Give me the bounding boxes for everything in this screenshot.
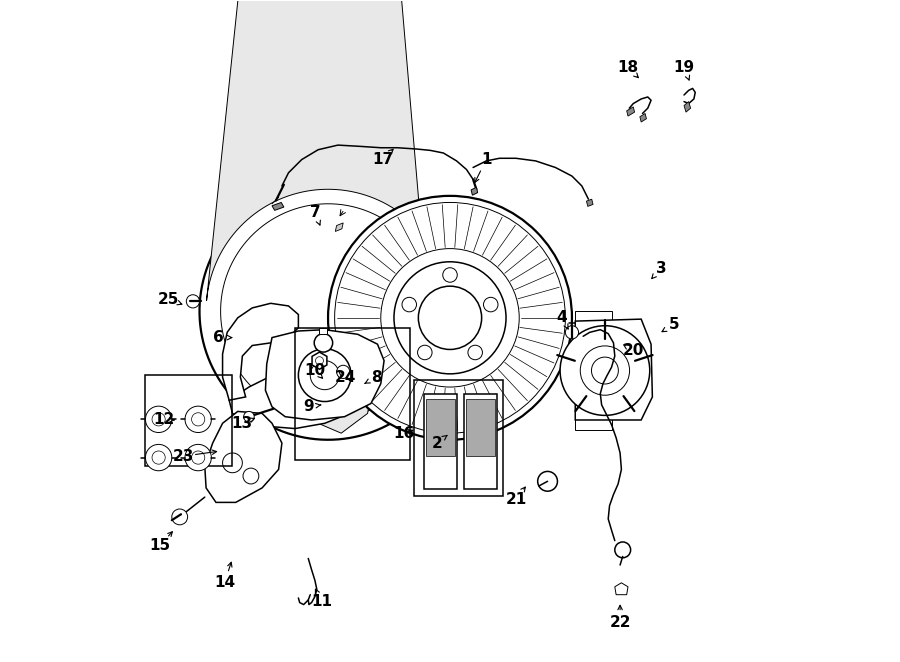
Text: 14: 14 bbox=[214, 575, 235, 591]
Circle shape bbox=[394, 261, 506, 374]
Text: 5: 5 bbox=[669, 317, 680, 332]
Circle shape bbox=[565, 326, 579, 339]
Text: 22: 22 bbox=[609, 615, 631, 630]
Polygon shape bbox=[427, 399, 455, 456]
Circle shape bbox=[152, 451, 166, 464]
Polygon shape bbox=[295, 348, 374, 433]
Circle shape bbox=[327, 373, 343, 389]
Circle shape bbox=[337, 365, 350, 379]
Circle shape bbox=[402, 297, 417, 312]
Circle shape bbox=[172, 509, 187, 525]
Circle shape bbox=[537, 471, 557, 491]
Circle shape bbox=[299, 349, 351, 402]
Polygon shape bbox=[272, 203, 284, 211]
Text: 15: 15 bbox=[149, 538, 170, 553]
Circle shape bbox=[316, 357, 323, 365]
Circle shape bbox=[310, 361, 339, 390]
Circle shape bbox=[146, 406, 172, 432]
Bar bbox=[295, 328, 410, 459]
Circle shape bbox=[468, 345, 482, 359]
Polygon shape bbox=[336, 223, 343, 232]
Circle shape bbox=[192, 451, 205, 464]
Circle shape bbox=[152, 412, 166, 426]
Circle shape bbox=[186, 295, 200, 308]
Circle shape bbox=[185, 406, 211, 432]
Circle shape bbox=[244, 411, 254, 422]
Polygon shape bbox=[587, 199, 593, 207]
Polygon shape bbox=[266, 330, 384, 420]
Polygon shape bbox=[684, 101, 690, 112]
Circle shape bbox=[441, 427, 456, 443]
Circle shape bbox=[335, 203, 565, 433]
Text: 2: 2 bbox=[431, 436, 442, 451]
Text: 16: 16 bbox=[393, 426, 415, 441]
Text: 13: 13 bbox=[232, 416, 253, 431]
Text: 4: 4 bbox=[557, 310, 567, 325]
Text: 20: 20 bbox=[623, 344, 644, 358]
Polygon shape bbox=[640, 113, 646, 122]
Polygon shape bbox=[230, 367, 371, 428]
Polygon shape bbox=[575, 311, 611, 430]
Circle shape bbox=[146, 444, 172, 471]
Polygon shape bbox=[471, 187, 478, 195]
Text: 8: 8 bbox=[371, 369, 382, 385]
Polygon shape bbox=[222, 303, 299, 401]
Circle shape bbox=[591, 357, 618, 384]
Circle shape bbox=[483, 297, 498, 312]
Polygon shape bbox=[312, 352, 327, 369]
Text: 10: 10 bbox=[304, 363, 326, 378]
Text: 6: 6 bbox=[212, 330, 223, 345]
Text: 9: 9 bbox=[303, 399, 313, 414]
Polygon shape bbox=[207, 0, 421, 301]
Circle shape bbox=[381, 249, 519, 387]
Text: 21: 21 bbox=[505, 492, 526, 506]
Polygon shape bbox=[205, 411, 282, 502]
Circle shape bbox=[185, 444, 211, 471]
Circle shape bbox=[328, 196, 572, 440]
Polygon shape bbox=[615, 583, 628, 594]
Text: 18: 18 bbox=[617, 60, 639, 75]
Text: 23: 23 bbox=[172, 449, 194, 464]
Bar bbox=[146, 375, 232, 466]
Circle shape bbox=[615, 542, 631, 558]
Bar bbox=[414, 381, 503, 496]
Circle shape bbox=[560, 326, 650, 415]
Circle shape bbox=[314, 334, 333, 352]
Circle shape bbox=[192, 412, 205, 426]
Polygon shape bbox=[626, 107, 634, 116]
Text: 17: 17 bbox=[373, 152, 393, 167]
Circle shape bbox=[222, 453, 242, 473]
Circle shape bbox=[243, 468, 259, 484]
Polygon shape bbox=[424, 394, 457, 489]
Text: 7: 7 bbox=[310, 205, 320, 220]
Text: 25: 25 bbox=[158, 292, 179, 307]
Text: 19: 19 bbox=[673, 60, 695, 75]
Text: 1: 1 bbox=[481, 152, 491, 167]
Text: 12: 12 bbox=[153, 412, 175, 428]
Circle shape bbox=[580, 346, 630, 395]
Polygon shape bbox=[466, 399, 495, 456]
Polygon shape bbox=[464, 394, 497, 489]
Text: 11: 11 bbox=[311, 594, 332, 609]
Circle shape bbox=[418, 286, 482, 350]
Polygon shape bbox=[575, 319, 652, 420]
Circle shape bbox=[418, 345, 432, 359]
Polygon shape bbox=[320, 328, 328, 334]
Text: 24: 24 bbox=[335, 369, 356, 385]
Text: 3: 3 bbox=[655, 261, 666, 276]
Circle shape bbox=[346, 386, 363, 402]
Circle shape bbox=[443, 267, 457, 282]
